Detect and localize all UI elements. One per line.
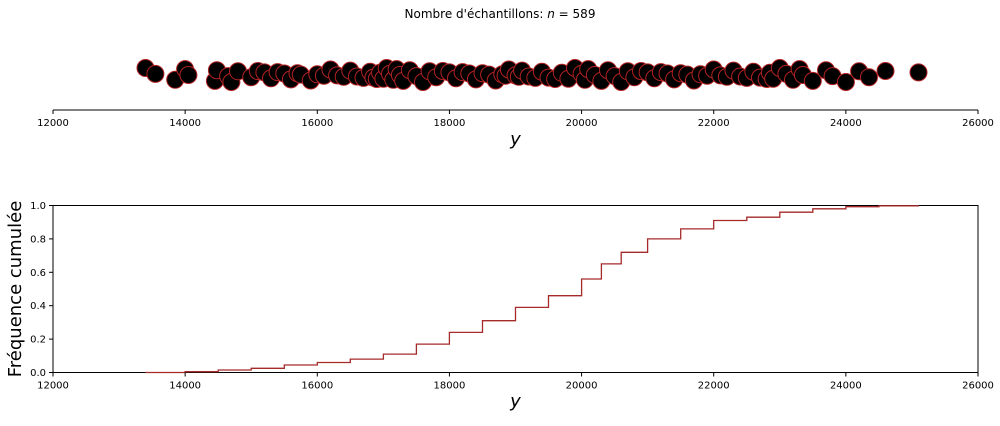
ecdf-x-tick-label: 12000 — [37, 381, 69, 392]
title-equals: = — [555, 7, 573, 21]
strip-point — [909, 63, 928, 82]
ecdf-x-tick-label: 16000 — [301, 381, 333, 392]
strip-x-tick-label: 18000 — [434, 118, 466, 129]
strip-points — [136, 59, 928, 91]
ecdf-x-axis-label: y — [509, 391, 521, 412]
ecdf-x-tick-label: 14000 — [169, 381, 201, 392]
strip-x-tick-label: 22000 — [698, 118, 730, 129]
strip-x-tick-label: 14000 — [169, 118, 201, 129]
ecdf-x-tick-label: 20000 — [566, 381, 598, 392]
ecdf-y-tick-label: 0.4 — [30, 301, 46, 312]
strip-point — [146, 64, 165, 83]
strip-x-tick-label: 16000 — [301, 118, 333, 129]
strip-x-tick-label: 20000 — [566, 118, 598, 129]
strip-x-tick-label: 12000 — [37, 118, 69, 129]
title-variable: n — [547, 7, 555, 21]
ecdf-y-tick-label: 0.6 — [30, 268, 46, 279]
strip-plot: 12000 14000 16000 18000 20000 22000 24000 26000… — [37, 59, 994, 150]
strip-x-tick-label: 24000 — [830, 118, 862, 129]
title-count: 589 — [573, 7, 596, 21]
ecdf-x-tick-label: 26000 — [962, 381, 994, 392]
strip-x-tick-label: 26000 — [962, 118, 994, 129]
strip-point — [836, 73, 855, 91]
strip-point — [860, 68, 878, 87]
strip-point — [876, 62, 895, 80]
strip-point — [179, 66, 198, 84]
ecdf-y-tick-label: 0.2 — [30, 335, 46, 346]
strip-point — [803, 71, 822, 90]
ecdf-y-tick-label: 0.0 — [30, 368, 46, 379]
ecdf-x-tick-label: 18000 — [434, 381, 466, 392]
ecdf-y-axis-label: Fréquence cumulée — [5, 201, 26, 378]
ecdf-plot: 12000 14000 16000 18000 20000 22000 24000 26000… — [5, 201, 994, 412]
ecdf-x-ticks: 12000 14000 16000 18000 20000 22000 24000 26000 — [37, 372, 994, 392]
ecdf-axes-frame — [52, 205, 979, 373]
strip-x-ticks: 12000 14000 16000 18000 20000 22000 24000 26000 — [37, 110, 994, 129]
ecdf-y-tick-label: 0.8 — [30, 234, 46, 245]
ecdf-x-tick-label: 22000 — [698, 381, 730, 392]
ecdf-y-ticks: 0.0 0.2 0.4 0.6 0.8 1.0 — [30, 201, 53, 379]
chart-title: Nombre d'échantillons: n = 589 — [405, 7, 596, 21]
strip-x-axis-label: y — [509, 129, 521, 150]
title-prefix: Nombre d'échantillons: — [405, 7, 548, 21]
ecdf-line — [145, 205, 920, 374]
ecdf-y-tick-label: 1.0 — [30, 201, 46, 212]
ecdf-x-tick-label: 24000 — [830, 381, 862, 392]
